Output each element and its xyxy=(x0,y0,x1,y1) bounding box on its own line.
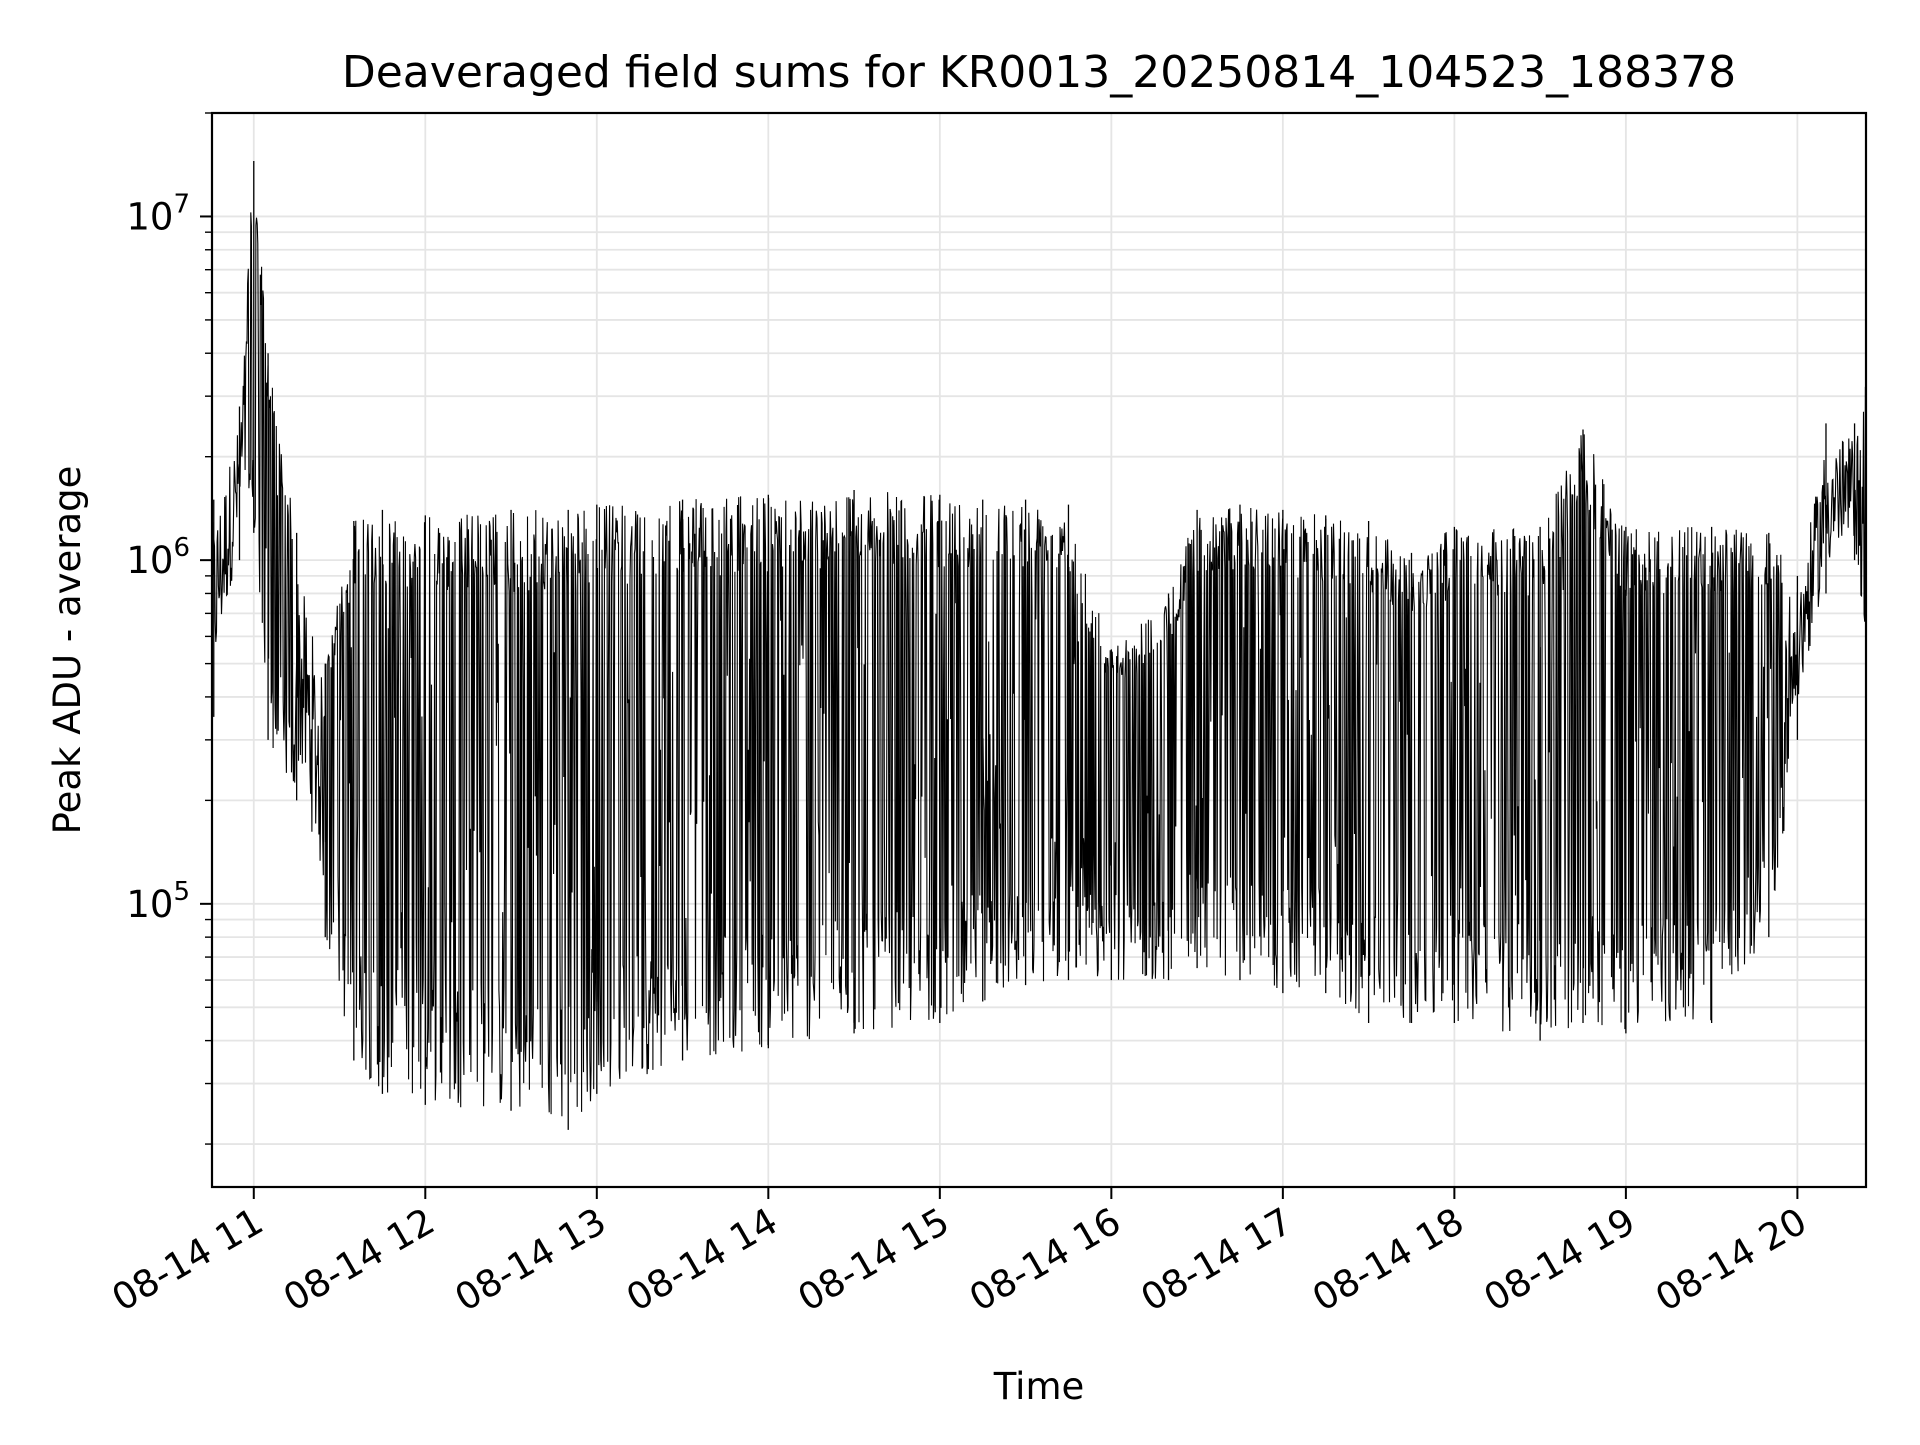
plot-frame xyxy=(210,111,1868,1189)
y-tick-label: 105 xyxy=(126,877,190,926)
y-tick-label: 106 xyxy=(126,533,190,582)
series-line xyxy=(211,212,1867,1117)
x-axis-label: Time xyxy=(993,1365,1085,1408)
y-tick-label: 107 xyxy=(126,189,190,238)
data-series xyxy=(211,160,1867,1130)
y-axis-label: Peak ADU - average xyxy=(46,466,89,835)
chart-title: Deaveraged field sums for KR0013_2025081… xyxy=(342,47,1736,98)
